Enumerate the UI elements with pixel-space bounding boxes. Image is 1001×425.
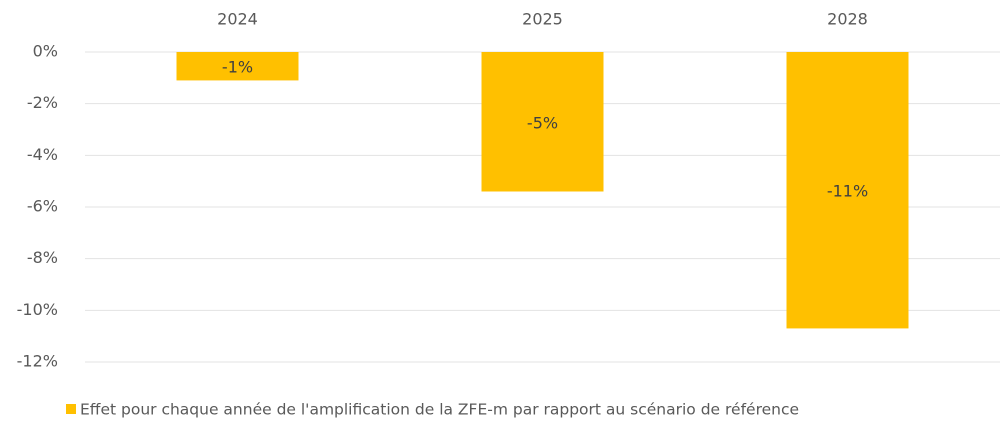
y-tick-label: -2% xyxy=(27,93,58,112)
x-tick-label: 2028 xyxy=(827,10,868,29)
bar xyxy=(176,52,299,81)
y-tick-label: -6% xyxy=(27,197,58,216)
y-tick-label: -10% xyxy=(17,300,58,319)
bar xyxy=(481,52,604,192)
x-tick-label: 2025 xyxy=(522,10,563,29)
legend-swatch xyxy=(66,404,76,414)
y-tick-label: -4% xyxy=(27,145,58,164)
bar xyxy=(786,52,909,329)
legend-label: Effet pour chaque année de l'amplificati… xyxy=(80,401,799,419)
data-label: -11% xyxy=(827,182,868,201)
x-tick-label: 2024 xyxy=(217,10,258,29)
data-label: -1% xyxy=(222,58,253,77)
y-tick-label: -8% xyxy=(27,248,58,267)
y-tick-label: 0% xyxy=(33,42,58,61)
data-label: -5% xyxy=(527,113,558,132)
y-tick-label: -12% xyxy=(17,352,58,371)
